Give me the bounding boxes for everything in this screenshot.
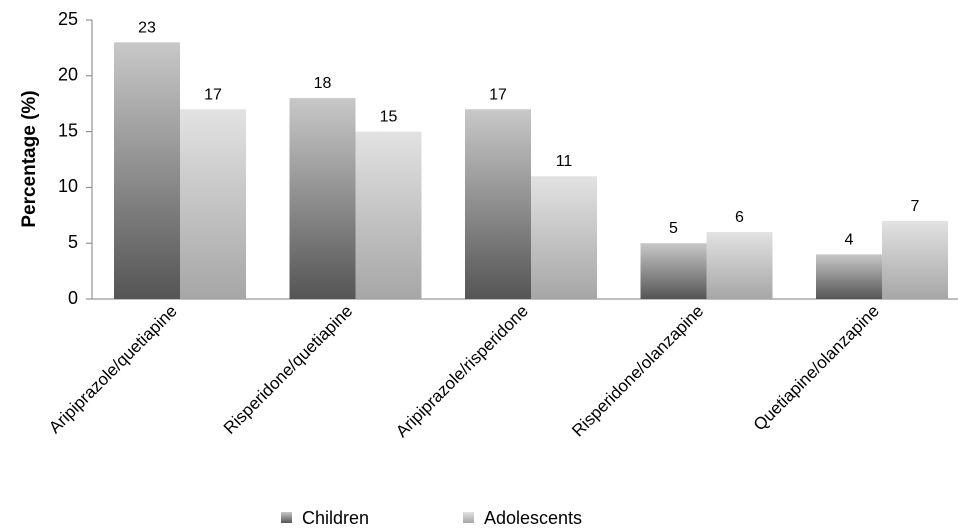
y-tick-label: 25 bbox=[58, 9, 78, 29]
y-tick-label: 10 bbox=[58, 176, 78, 196]
legend-label-children: Children bbox=[302, 508, 369, 528]
category-labels: Aripiprazole/quetiapine Risperidone/queti… bbox=[45, 301, 883, 441]
category-label: Quetiapine/olanzapine bbox=[750, 301, 883, 434]
category-label: Aripiprazole/quetiapine bbox=[45, 301, 181, 437]
category-label: Risperidone/quetiapine bbox=[220, 301, 356, 437]
category-label: Aripiprazole/risperidone bbox=[392, 301, 532, 441]
y-tick-label: 5 bbox=[68, 232, 78, 252]
bar-children-1 bbox=[114, 42, 180, 299]
legend-label-adolescents: Adolescents bbox=[484, 508, 582, 528]
y-tick-label: 15 bbox=[58, 120, 78, 140]
bar-children-5 bbox=[816, 254, 882, 299]
data-label: 4 bbox=[845, 231, 854, 248]
y-axis-label: Percentage (%) bbox=[19, 90, 40, 227]
data-label: 11 bbox=[556, 153, 573, 170]
data-label: 18 bbox=[314, 75, 332, 92]
bar-adolescents-3 bbox=[531, 176, 597, 299]
legend: Children Adolescents bbox=[281, 508, 582, 528]
bar-adolescents-5 bbox=[882, 220, 948, 299]
y-axis: 0 5 10 15 20 25 Percentage (%) bbox=[19, 9, 93, 308]
bar-adolescents-4 bbox=[706, 232, 773, 299]
bars: 23 17 18 15 17 11 5 6 4 7 bbox=[114, 19, 948, 300]
data-label: 7 bbox=[911, 198, 920, 215]
y-tick-label: 0 bbox=[68, 288, 78, 308]
data-label: 23 bbox=[138, 19, 156, 36]
bar-adolescents-1 bbox=[180, 109, 246, 299]
legend-swatch-adolescents bbox=[463, 512, 474, 523]
data-label: 6 bbox=[735, 209, 744, 226]
bar-children-4 bbox=[640, 243, 707, 299]
bar-children-3 bbox=[465, 109, 531, 299]
data-label: 15 bbox=[380, 109, 398, 126]
bar-children-2 bbox=[289, 98, 356, 300]
data-label: 5 bbox=[669, 220, 678, 237]
y-tick-label: 20 bbox=[58, 65, 78, 85]
data-label: 17 bbox=[489, 86, 507, 103]
bar-adolescents-2 bbox=[355, 131, 422, 299]
category-label: Risperidone/olanzapine bbox=[568, 301, 707, 440]
legend-swatch-children bbox=[281, 512, 292, 523]
data-label: 17 bbox=[204, 86, 222, 103]
